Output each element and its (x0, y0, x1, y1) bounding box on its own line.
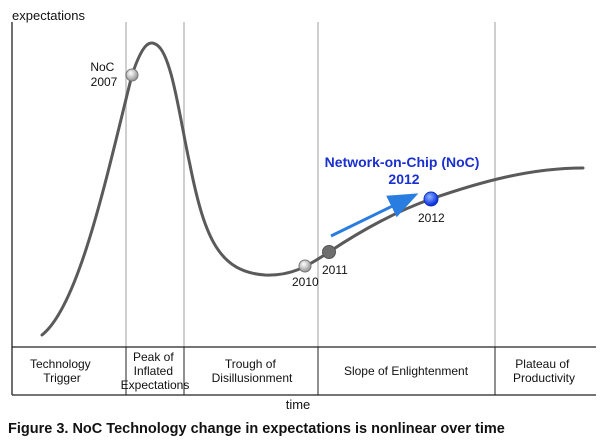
phase-trough-of-disillusionment: Trough of Disillusionment (212, 357, 293, 385)
point-noc-2007-label: NoC 2007 (90, 60, 117, 89)
x-axis-label: time (286, 397, 311, 412)
callout-label: Network-on-Chip (NoC) 2012 (325, 154, 484, 187)
phase-slope-of-enlightenment: Slope of Enlightenment (344, 364, 469, 378)
phase-separators (125, 347, 496, 395)
point-2012-label: 2012 (418, 211, 445, 225)
point-2011-label: 2011 (322, 263, 348, 277)
hype-curve (40, 41, 585, 337)
callout-arrow (330, 193, 419, 238)
figure-caption: Figure 3. NoC Technology change in expec… (8, 421, 505, 437)
y-axis-label: expectations (12, 8, 85, 23)
phase-technology-trigger: Technology Trigger (30, 357, 94, 385)
phase-gridlines (125, 22, 496, 347)
phase-peak-of-inflated-expectations: Peak of Inflated Expectations (121, 350, 190, 392)
phase-labels: Technology Trigger Peak of Inflated Expe… (30, 350, 575, 392)
data-points (125, 68, 439, 273)
point-noc-2007-marker (125, 68, 139, 82)
point-2010-marker (298, 259, 312, 273)
point-2010-label: 2010 (292, 275, 319, 289)
point-2012-marker (423, 191, 439, 207)
phase-plateau-of-productivity: Plateau of Productivity (513, 357, 575, 385)
point-2011-marker (322, 245, 336, 259)
